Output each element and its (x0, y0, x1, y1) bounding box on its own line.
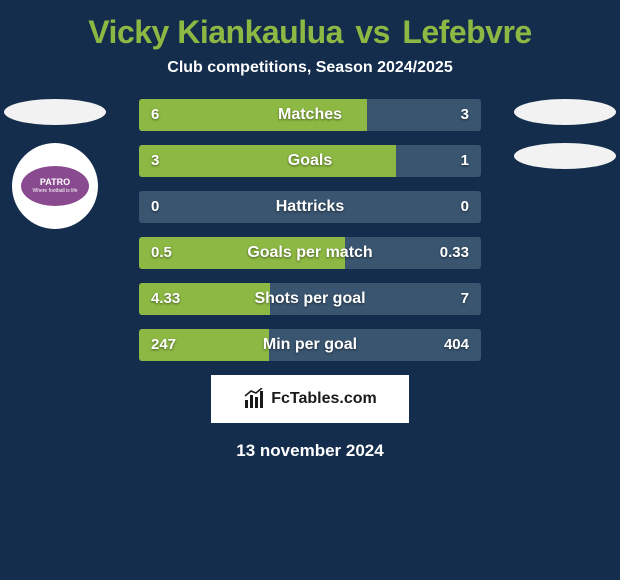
team-logo-placeholder (514, 143, 616, 169)
stat-value-right: 0 (461, 191, 469, 223)
stat-label: Min per goal (139, 329, 481, 361)
subtitle: Club competitions, Season 2024/2025 (0, 59, 620, 77)
branding-text: FcTables.com (271, 390, 377, 408)
vs-label: vs (355, 14, 390, 50)
stats-area: PATRO Where football is life 6Matches33G… (0, 99, 620, 361)
stat-row: 0.5Goals per match0.33 (139, 237, 481, 269)
player1-name: Vicky Kiankaulua (88, 14, 343, 50)
logo-text: PATRO (40, 178, 70, 187)
stat-value-right: 0.33 (440, 237, 469, 269)
comparison-infographic: Vicky Kiankaulua vs Lefebvre Club compet… (0, 0, 620, 580)
branding-badge: FcTables.com (211, 375, 409, 423)
stat-row: 6Matches3 (139, 99, 481, 131)
player2-name: Lefebvre (402, 14, 531, 50)
comparison-title: Vicky Kiankaulua vs Lefebvre (0, 0, 620, 59)
stat-row: 247Min per goal404 (139, 329, 481, 361)
stat-label: Goals (139, 145, 481, 177)
left-player-column: PATRO Where football is life (0, 99, 110, 229)
right-player-column (510, 99, 620, 187)
date: 13 november 2024 (0, 441, 620, 461)
player-photo-placeholder (4, 99, 106, 125)
stat-value-right: 3 (461, 99, 469, 131)
logo-subtext: Where football is life (32, 189, 77, 194)
team-logo: PATRO Where football is life (12, 143, 98, 229)
stat-value-right: 7 (461, 283, 469, 315)
stat-value-right: 1 (461, 145, 469, 177)
stat-label: Matches (139, 99, 481, 131)
stat-label: Shots per goal (139, 283, 481, 315)
chart-icon (243, 388, 265, 410)
stat-row: 3Goals1 (139, 145, 481, 177)
stat-row: 0Hattricks0 (139, 191, 481, 223)
stat-row: 4.33Shots per goal7 (139, 283, 481, 315)
stat-value-right: 404 (444, 329, 469, 361)
player-photo-placeholder (514, 99, 616, 125)
stat-label: Hattricks (139, 191, 481, 223)
stat-bars-column: 6Matches33Goals10Hattricks00.5Goals per … (139, 99, 481, 361)
team-logo-inner: PATRO Where football is life (21, 166, 89, 206)
stat-label: Goals per match (139, 237, 481, 269)
